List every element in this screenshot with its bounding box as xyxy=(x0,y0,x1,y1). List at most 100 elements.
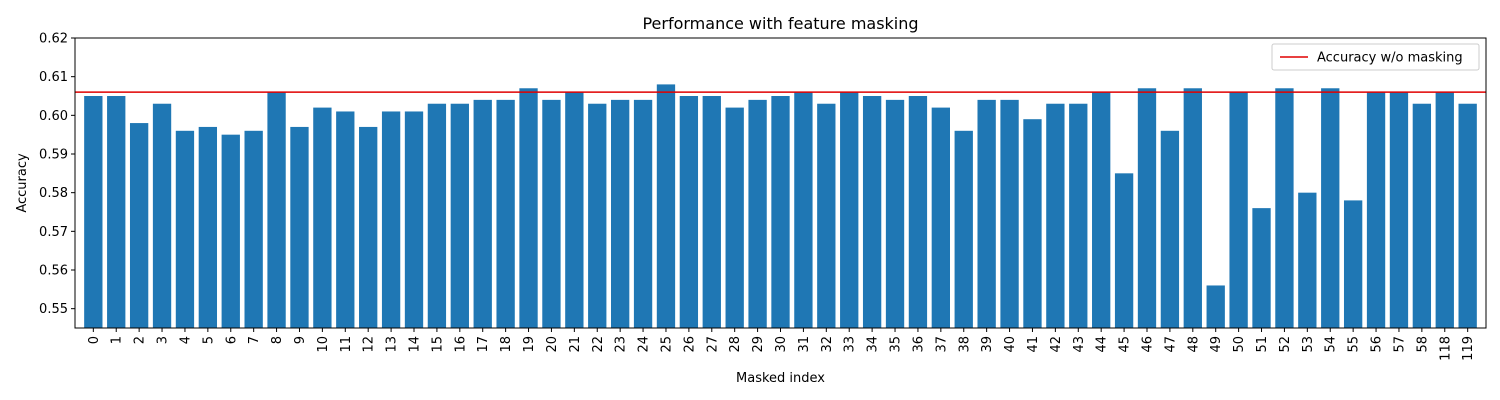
bar-49 xyxy=(1206,285,1225,328)
plot-frame xyxy=(74,37,1487,329)
bar-5 xyxy=(198,126,218,329)
x-tick-label-39: 39 xyxy=(980,336,995,353)
bar-19 xyxy=(519,88,538,329)
x-tick-label-10: 10 xyxy=(316,336,331,353)
x-tick-label-9: 9 xyxy=(293,336,308,344)
x-tick-label-7: 7 xyxy=(247,336,262,344)
x-tick-label-11: 11 xyxy=(339,336,354,353)
x-axis-label: Masked index xyxy=(736,371,825,386)
bar-47 xyxy=(1160,130,1180,328)
x-tick-label-20: 20 xyxy=(545,336,560,353)
x-tick-label-33: 33 xyxy=(843,336,858,353)
x-tick-label-48: 48 xyxy=(1186,336,1201,353)
bar-10 xyxy=(313,107,332,328)
x-tick-label-27: 27 xyxy=(705,336,720,353)
bar-4 xyxy=(175,130,195,328)
bar-24 xyxy=(633,99,653,329)
bar-14 xyxy=(404,111,424,328)
bar-37 xyxy=(931,107,950,328)
y-axis: 0.55 0.56 0.57 0.58 0.59 0.60 0.61 0.62 xyxy=(39,32,75,317)
bar-11 xyxy=(336,111,355,328)
x-tick-label-35: 35 xyxy=(889,336,904,353)
bar-50 xyxy=(1229,92,1248,328)
x-tick-label-31: 31 xyxy=(797,336,812,353)
x-tick-label-2: 2 xyxy=(133,336,148,344)
bar-3 xyxy=(152,103,172,328)
x-tick-label-34: 34 xyxy=(866,336,881,353)
x-axis: 0 1 2 3 4 5 6 7 8 9 10 11 12 13 14 15 16 17 18 19 20 21 22 23 24… xyxy=(87,328,1476,361)
x-tick-label-25: 25 xyxy=(659,336,674,353)
bar-29 xyxy=(748,99,767,329)
bar-40 xyxy=(1000,99,1019,329)
x-tick-label-28: 28 xyxy=(728,336,743,353)
bar-57 xyxy=(1389,92,1409,328)
bar-118 xyxy=(1435,92,1454,328)
x-tick-label-57: 57 xyxy=(1392,336,1407,353)
y-tick-label-0.58: 0.58 xyxy=(39,186,68,201)
x-tick-label-8: 8 xyxy=(270,336,285,344)
bar-42 xyxy=(1046,103,1065,328)
x-tick-label-1: 1 xyxy=(110,336,125,344)
bar-44 xyxy=(1092,92,1111,328)
x-tick-label-13: 13 xyxy=(385,336,400,353)
bar-21 xyxy=(565,92,584,328)
bar-9 xyxy=(290,126,309,329)
x-tick-label-17: 17 xyxy=(476,336,491,353)
x-tick-label-40: 40 xyxy=(1003,336,1018,353)
bar-26 xyxy=(679,96,699,328)
legend-label: Accuracy w/o masking xyxy=(1317,51,1463,66)
x-tick-label-49: 49 xyxy=(1209,336,1224,353)
x-tick-label-56: 56 xyxy=(1370,336,1385,353)
x-tick-label-18: 18 xyxy=(499,336,514,353)
x-tick-label-44: 44 xyxy=(1095,336,1110,353)
x-tick-label-41: 41 xyxy=(1026,336,1041,353)
bar-52 xyxy=(1275,88,1294,329)
x-tick-label-118: 118 xyxy=(1438,336,1453,361)
x-tick-label-12: 12 xyxy=(362,336,377,353)
y-tick-label-0.56: 0.56 xyxy=(39,264,68,279)
bar-38 xyxy=(954,130,973,328)
x-tick-label-54: 54 xyxy=(1324,336,1339,353)
bar-32 xyxy=(817,103,836,328)
bar-30 xyxy=(771,96,790,328)
legend: Accuracy w/o masking xyxy=(1271,43,1480,71)
bar-12 xyxy=(359,126,378,329)
bar-2 xyxy=(129,123,149,328)
x-tick-label-53: 53 xyxy=(1301,336,1316,353)
x-tick-label-52: 52 xyxy=(1278,336,1293,353)
bar-45 xyxy=(1114,173,1134,328)
x-tick-label-46: 46 xyxy=(1140,336,1155,353)
bar-23 xyxy=(611,99,630,329)
x-tick-label-19: 19 xyxy=(522,336,537,353)
x-tick-label-29: 29 xyxy=(751,336,766,353)
x-tick-label-43: 43 xyxy=(1072,336,1087,353)
x-tick-label-26: 26 xyxy=(682,336,697,353)
x-tick-label-5: 5 xyxy=(201,336,216,344)
bar-43 xyxy=(1069,103,1088,328)
x-tick-label-4: 4 xyxy=(178,336,193,344)
x-tick-label-3: 3 xyxy=(156,336,171,344)
bar-58 xyxy=(1412,103,1432,328)
bar-51 xyxy=(1252,208,1271,328)
x-tick-label-58: 58 xyxy=(1415,336,1430,353)
bar-27 xyxy=(702,96,721,328)
x-tick-label-32: 32 xyxy=(820,336,835,353)
bar-33 xyxy=(840,92,859,328)
x-tick-label-36: 36 xyxy=(911,336,926,353)
x-tick-label-51: 51 xyxy=(1255,336,1270,353)
bar-13 xyxy=(381,111,401,328)
bars-group xyxy=(84,84,1477,329)
x-tick-label-42: 42 xyxy=(1049,336,1064,353)
bar-48 xyxy=(1183,88,1202,329)
bar-35 xyxy=(885,99,905,329)
x-tick-label-24: 24 xyxy=(637,336,652,353)
bar-8 xyxy=(267,92,286,328)
bar-1 xyxy=(107,96,126,328)
y-tick-label-0.60: 0.60 xyxy=(39,109,68,124)
x-tick-label-21: 21 xyxy=(568,336,583,353)
x-tick-label-6: 6 xyxy=(224,336,239,344)
bar-36 xyxy=(908,96,928,328)
bar-22 xyxy=(588,103,607,328)
x-tick-label-23: 23 xyxy=(614,336,629,353)
